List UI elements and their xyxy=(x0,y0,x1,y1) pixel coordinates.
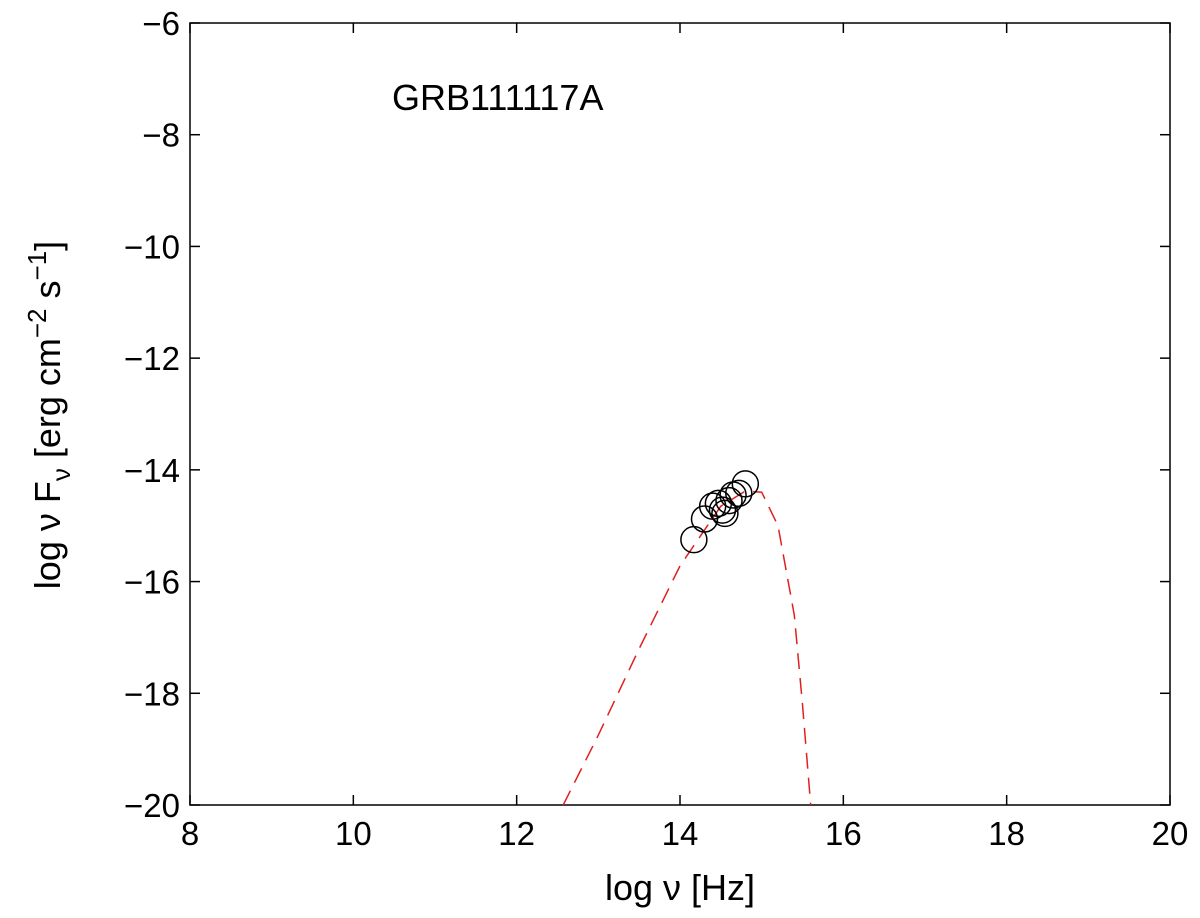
data-point xyxy=(708,496,737,524)
y-tick-label: −14 xyxy=(124,452,180,489)
y-label-superscript-2: −1 xyxy=(22,251,52,281)
x-axis-label: log ν [Hz] xyxy=(605,867,755,908)
y-label-unit-2: s xyxy=(27,280,68,308)
x-tick-label: 20 xyxy=(1152,815,1189,852)
y-tick-label: −8 xyxy=(142,117,180,154)
x-tick-label: 10 xyxy=(335,815,372,852)
y-tick-label: −16 xyxy=(124,564,180,601)
data-point xyxy=(711,499,739,528)
y-tick-label: −18 xyxy=(124,675,180,712)
data-point xyxy=(725,479,753,508)
x-tick-label: 18 xyxy=(988,815,1025,852)
data-point xyxy=(731,470,760,498)
y-label-unit-1: [erg cm xyxy=(27,338,68,468)
data-points xyxy=(680,470,760,554)
x-tick-label: 12 xyxy=(498,815,535,852)
y-tick-label: −6 xyxy=(142,5,180,42)
plot-area xyxy=(189,22,1171,806)
y-axis-label: log ν Fν [erg cm−2 s−1] xyxy=(22,241,76,589)
tick-labels: 8 10 12 14 16 18 20 −20 −18 −16 −14 −12 −10 −8 −6 xyxy=(124,5,1188,852)
y-tick-label: −10 xyxy=(124,228,180,265)
data-point xyxy=(715,486,743,515)
y-label-superscript-1: −2 xyxy=(22,308,52,338)
y-tick-label: −12 xyxy=(124,340,180,377)
y-tick-label: −20 xyxy=(124,787,180,824)
y-label-close: ] xyxy=(27,241,68,251)
axis-ticks xyxy=(189,22,1171,806)
x-tick-label: 16 xyxy=(825,815,862,852)
grb-annotation: GRB111117A xyxy=(392,77,603,118)
x-tick-label: 8 xyxy=(181,815,199,852)
y-label-main: log ν F xyxy=(27,481,68,589)
y-label-subscript: ν xyxy=(46,468,76,481)
x-tick-label: 14 xyxy=(662,815,699,852)
